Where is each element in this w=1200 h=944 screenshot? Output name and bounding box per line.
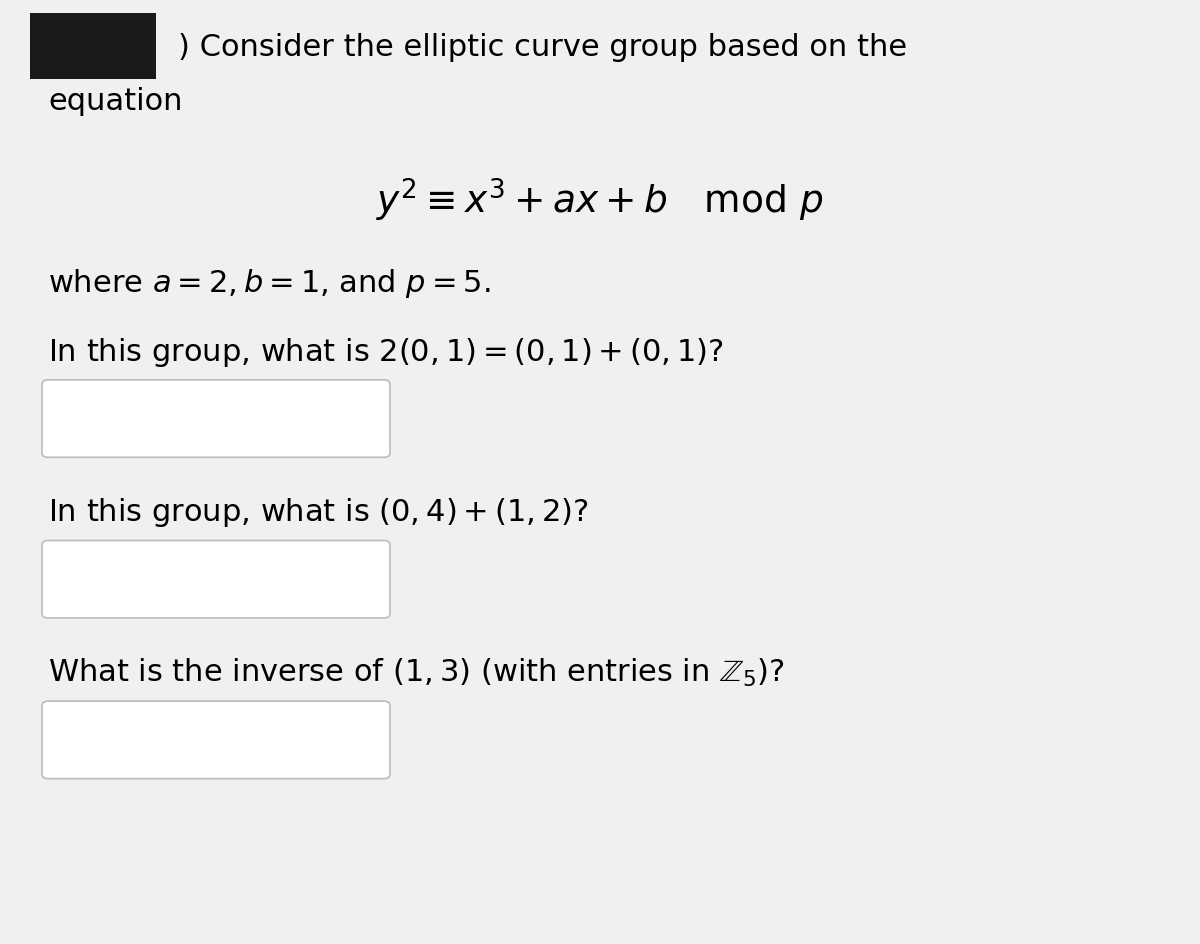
Text: What is the inverse of $(1, 3)$ (with entries in $\mathbb{Z}_5$)?: What is the inverse of $(1, 3)$ (with en… xyxy=(48,656,785,688)
FancyBboxPatch shape xyxy=(30,14,156,80)
FancyBboxPatch shape xyxy=(42,701,390,779)
Text: ) Consider the elliptic curve group based on the: ) Consider the elliptic curve group base… xyxy=(178,33,907,61)
Text: where $a = 2, b = 1$, and $p = 5$.: where $a = 2, b = 1$, and $p = 5$. xyxy=(48,267,491,299)
Text: In this group, what is $(0, 4) + (1, 2)$?: In this group, what is $(0, 4) + (1, 2)$… xyxy=(48,496,589,528)
Text: equation: equation xyxy=(48,87,182,115)
FancyBboxPatch shape xyxy=(42,380,390,458)
FancyBboxPatch shape xyxy=(42,541,390,618)
Text: In this group, what is $2(0, 1) = (0, 1) + (0, 1)$?: In this group, what is $2(0, 1) = (0, 1)… xyxy=(48,336,724,368)
Text: $y^2 \equiv x^3 + ax + b \quad \mathrm{mod}\ p$: $y^2 \equiv x^3 + ax + b \quad \mathrm{m… xyxy=(377,177,823,224)
